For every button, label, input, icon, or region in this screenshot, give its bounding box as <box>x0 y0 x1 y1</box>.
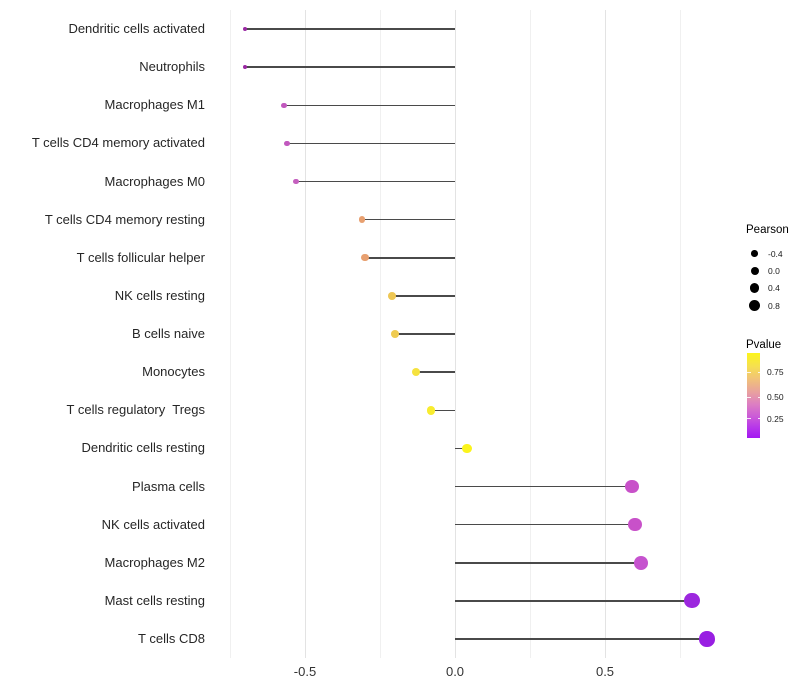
gridline-major <box>604 10 606 658</box>
y-axis-label: Macrophages M0 <box>104 173 205 189</box>
gridline-major <box>304 10 306 658</box>
lollipop-dot <box>391 330 399 338</box>
y-axis-label: Plasma cells <box>132 478 205 494</box>
y-axis-label: Monocytes <box>142 364 205 380</box>
y-axis-label: Macrophages M2 <box>104 554 205 570</box>
lollipop-dot <box>462 443 472 454</box>
pearson-size-legend: Pearson -0.4 0.0 0.4 0.8 <box>746 224 800 314</box>
y-axis-label: B cells naive <box>132 326 205 341</box>
lollipop-dot <box>361 254 369 262</box>
lollipop-dot <box>293 178 299 185</box>
y-axis-label: T cells regulatory Tregs <box>66 402 205 418</box>
lollipop-stem <box>455 562 641 564</box>
y-axis-label: Dendritic cells resting <box>81 440 205 456</box>
lollipop-dot <box>242 65 248 70</box>
pearson-legend-dotbox <box>748 247 761 260</box>
pvalue-colorbar-tick <box>747 396 751 398</box>
lollipop-stem <box>431 409 455 411</box>
pearson-legend-item: 0.4 <box>746 280 800 297</box>
lollipop-stem <box>284 104 455 106</box>
lollipop-dot <box>388 292 396 300</box>
pvalue-colorbar-tick <box>757 418 761 420</box>
pearson-legend-item: 0.0 <box>746 262 800 279</box>
lollipop-stem <box>455 638 707 640</box>
lollipop-stem <box>416 371 455 373</box>
pearson-legend-title: Pearson <box>746 224 789 236</box>
lollipop-stem <box>395 333 455 335</box>
pearson-legend-label: 0.8 <box>768 300 780 311</box>
lollipop-dot <box>699 631 715 647</box>
y-axis-label: T cells CD8 <box>138 631 205 646</box>
y-axis-label: NK cells activated <box>101 516 205 532</box>
pvalue-colorbar-label: 0.50 <box>767 392 784 403</box>
y-axis-label: Mast cells resting <box>104 592 205 608</box>
lollipop-dot <box>284 140 290 146</box>
lollipop-dot <box>634 555 648 570</box>
lollipop-dot <box>281 102 287 108</box>
pearson-legend-items: -0.4 0.0 0.4 0.8 <box>746 245 800 314</box>
lollipop-stem <box>455 523 635 526</box>
lollipop-stem <box>287 142 455 145</box>
pearson-legend-dot <box>749 300 760 312</box>
lollipop-dot <box>411 367 421 377</box>
gridline-major <box>454 10 456 658</box>
pvalue-legend-title: Pvalue <box>746 339 782 351</box>
pearson-legend-dotbox <box>748 299 761 312</box>
pvalue-colorbar-label: 0.25 <box>767 413 784 424</box>
pearson-legend-dot <box>749 283 760 293</box>
pearson-legend-dotbox <box>748 282 761 295</box>
y-axis-label: Dendritic cells activated <box>68 21 205 36</box>
y-axis-label: T cells CD4 memory resting <box>44 211 205 227</box>
pvalue-colorbar-label: 0.75 <box>767 367 784 378</box>
x-axis-tick-label: -0.5 <box>293 664 317 679</box>
pvalue-colorbar-tick <box>747 418 751 420</box>
gridline-minor <box>529 10 531 658</box>
pvalue-colorbar <box>747 353 761 438</box>
lollipop-dot <box>242 26 248 32</box>
lollipop-stem <box>245 28 455 30</box>
lollipop-dot <box>684 593 700 609</box>
pearson-legend-label: 0.0 <box>768 265 780 276</box>
pvalue-color-legend: Pvalue 0.75 0.50 0.25 <box>746 339 800 438</box>
lollipop-dot <box>628 517 642 532</box>
pvalue-colorbar-tick <box>747 371 751 373</box>
y-axis-label: NK cells resting <box>114 287 205 303</box>
y-axis-label: T cells CD4 memory activated <box>31 135 205 151</box>
pearson-legend-dot <box>750 266 759 275</box>
lollipop-stem <box>365 257 455 259</box>
lollipop-dot <box>625 479 639 494</box>
gridline-minor <box>379 10 381 658</box>
lollipop-stem <box>455 485 632 488</box>
y-axis-label: T cells follicular helper <box>76 249 205 265</box>
pearson-legend-item: -0.4 <box>746 245 800 262</box>
gridline-minor <box>229 10 231 658</box>
x-axis-tick-label: 0.5 <box>595 664 615 679</box>
pearson-legend-label: -0.4 <box>768 248 783 259</box>
lollipop-stem <box>455 600 692 602</box>
lollipop-stem <box>296 180 455 183</box>
y-axis-label: Neutrophils <box>139 59 205 75</box>
pvalue-colorbar-tick <box>757 371 761 373</box>
y-axis-label: Macrophages M1 <box>104 97 205 113</box>
pearson-legend-item: 0.8 <box>746 297 800 314</box>
lollipop-stem <box>362 218 455 221</box>
lollipop-dot <box>426 405 436 415</box>
lollipop-stem <box>392 295 455 297</box>
pearson-legend-label: 0.4 <box>768 283 780 294</box>
gridline-minor <box>679 10 681 658</box>
lollipop-dot <box>358 216 366 224</box>
pearson-legend-dot <box>751 250 758 257</box>
lollipop-stem <box>455 447 467 450</box>
lollipop-stem <box>245 66 455 68</box>
pvalue-colorbar-tick <box>757 396 761 398</box>
x-axis-tick-label: 0.0 <box>445 664 465 679</box>
pearson-legend-dotbox <box>748 264 761 277</box>
